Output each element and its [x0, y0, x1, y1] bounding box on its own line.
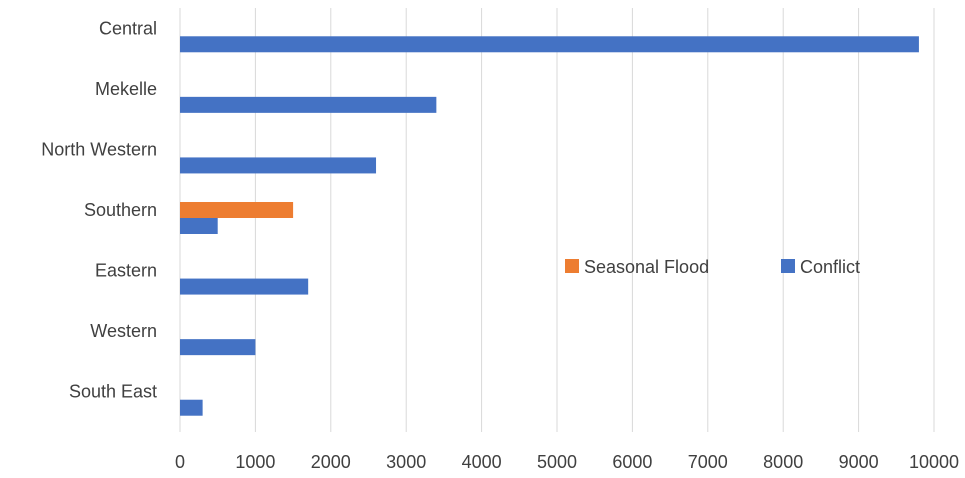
x-tick-label: 3000	[386, 452, 426, 472]
x-tick-label: 8000	[763, 452, 803, 472]
value-axis-labels: 0 1000 2000 3000 4000 5000 6000 7000 8000 9000 100…	[175, 452, 959, 472]
bar-seasonal-flood-southern	[180, 202, 294, 218]
bar-conflict-eastern	[180, 278, 309, 295]
x-tick-label: 1000	[235, 452, 275, 472]
legend-swatch-conflict	[781, 259, 795, 273]
category-label: Eastern	[95, 261, 157, 281]
category-label: South East	[69, 382, 157, 402]
bar-conflict-mekelle	[180, 96, 437, 113]
x-tick-label: 4000	[462, 452, 502, 472]
x-tick-label: 6000	[612, 452, 652, 472]
x-tick-label: 10000	[909, 452, 959, 472]
bar-conflict-north-western	[180, 157, 377, 174]
category-label: Western	[90, 321, 157, 341]
bars	[180, 36, 919, 416]
legend: Seasonal Flood Conflict	[565, 257, 860, 277]
x-tick-label: 9000	[839, 452, 879, 472]
category-label: North Western	[41, 139, 157, 159]
legend-label-seasonal-flood: Seasonal Flood	[584, 257, 709, 277]
legend-label-conflict: Conflict	[800, 257, 860, 277]
bar-conflict-southern	[180, 218, 218, 234]
x-tick-label: 5000	[537, 452, 577, 472]
bar-conflict-central	[180, 36, 919, 53]
x-tick-label: 0	[175, 452, 185, 472]
category-label: Mekelle	[95, 79, 157, 99]
category-label: Southern	[84, 200, 157, 220]
bar-conflict-western	[180, 339, 256, 356]
x-tick-label: 7000	[688, 452, 728, 472]
x-tick-label: 2000	[311, 452, 351, 472]
category-labels: Central Mekelle North Western Southern Easte…	[41, 18, 157, 401]
gridlines	[179, 8, 935, 432]
legend-swatch-seasonal-flood	[565, 259, 579, 273]
category-label: Central	[99, 18, 157, 38]
bar-conflict-south-east	[180, 399, 203, 416]
